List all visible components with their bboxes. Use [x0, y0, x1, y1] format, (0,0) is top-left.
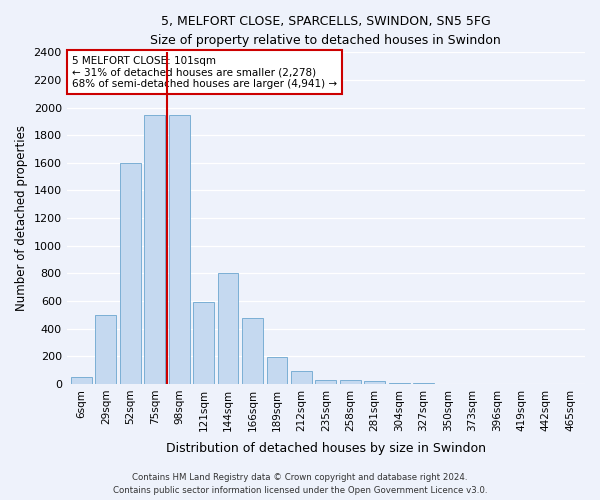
- Bar: [413, 383, 434, 384]
- Y-axis label: Number of detached properties: Number of detached properties: [15, 125, 28, 311]
- Text: Contains HM Land Registry data © Crown copyright and database right 2024.
Contai: Contains HM Land Registry data © Crown c…: [113, 474, 487, 495]
- Bar: [95, 315, 116, 384]
- Bar: [144, 114, 165, 384]
- Bar: [389, 383, 410, 384]
- Bar: [71, 377, 92, 384]
- Bar: [120, 163, 140, 384]
- X-axis label: Distribution of detached houses by size in Swindon: Distribution of detached houses by size …: [166, 442, 486, 455]
- Bar: [242, 318, 263, 384]
- Bar: [291, 372, 312, 384]
- Title: 5, MELFORT CLOSE, SPARCELLS, SWINDON, SN5 5FG
Size of property relative to detac: 5, MELFORT CLOSE, SPARCELLS, SWINDON, SN…: [151, 15, 501, 47]
- Bar: [340, 380, 361, 384]
- Text: 5 MELFORT CLOSE: 101sqm
← 31% of detached houses are smaller (2,278)
68% of semi: 5 MELFORT CLOSE: 101sqm ← 31% of detache…: [72, 56, 337, 89]
- Bar: [193, 302, 214, 384]
- Bar: [266, 357, 287, 384]
- Bar: [169, 114, 190, 384]
- Bar: [218, 274, 238, 384]
- Bar: [364, 381, 385, 384]
- Bar: [316, 380, 336, 384]
